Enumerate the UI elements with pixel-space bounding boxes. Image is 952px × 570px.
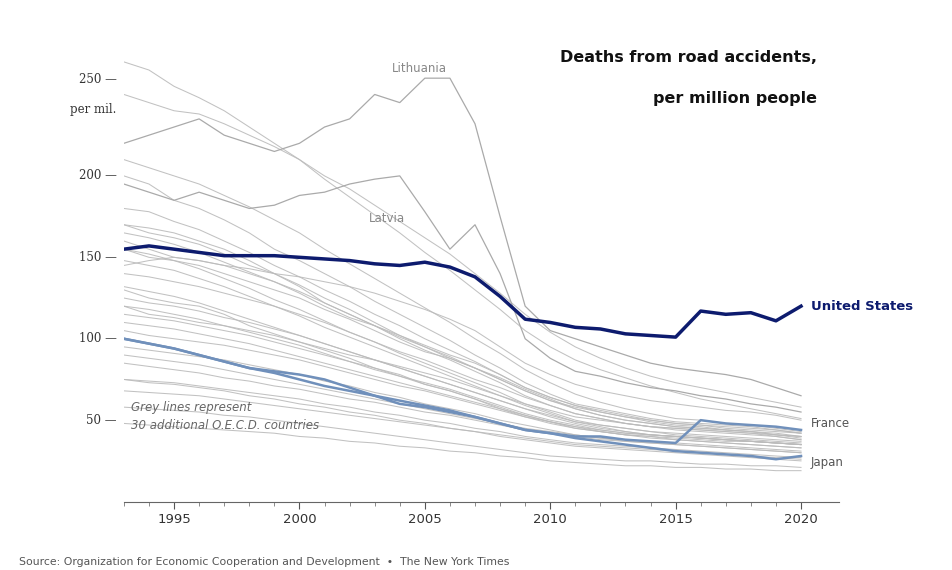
Text: Lithuania: Lithuania — [392, 62, 446, 75]
Text: 150 —: 150 — — [79, 251, 116, 264]
Text: 200 —: 200 — — [79, 169, 116, 182]
Text: Deaths from road accidents,: Deaths from road accidents, — [560, 50, 816, 65]
Text: per mil.: per mil. — [70, 103, 116, 116]
Text: per million people: per million people — [652, 91, 816, 106]
Text: 250 —: 250 — — [79, 74, 116, 86]
Text: France: France — [810, 417, 849, 430]
Text: Latvia: Latvia — [368, 211, 405, 225]
Text: United States: United States — [810, 300, 912, 313]
Text: 100 —: 100 — — [79, 332, 116, 345]
Text: Japan: Japan — [810, 456, 843, 469]
Text: 50 —: 50 — — [86, 414, 116, 427]
Text: Source: Organization for Economic Cooperation and Development  •  The New York T: Source: Organization for Economic Cooper… — [19, 557, 509, 567]
Text: Grey lines represent
30 additional O.E.C.D. countries: Grey lines represent 30 additional O.E.C… — [131, 401, 319, 432]
